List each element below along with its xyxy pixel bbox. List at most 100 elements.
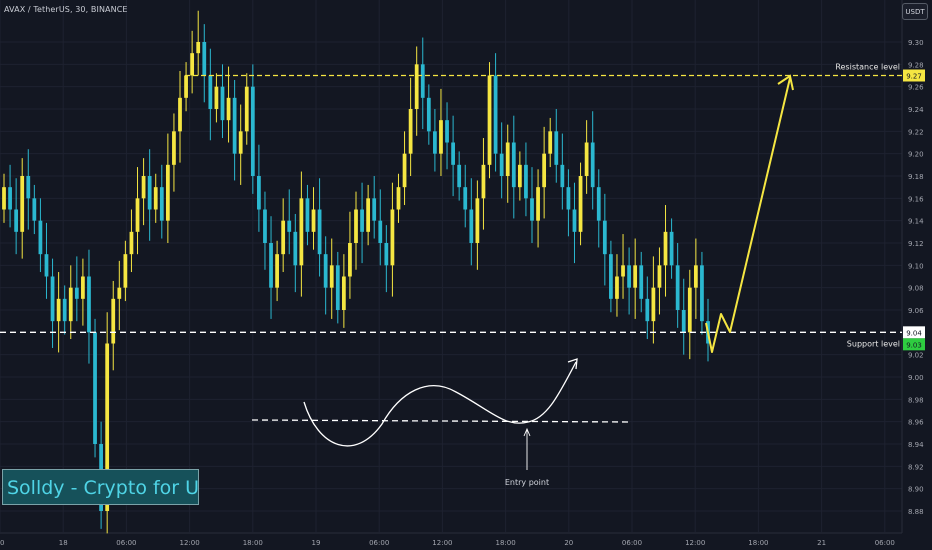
candle-body bbox=[687, 287, 692, 333]
candle-body bbox=[232, 97, 237, 154]
candle-body bbox=[20, 176, 25, 232]
resistance-label: Resistance level bbox=[835, 63, 900, 72]
candle-body bbox=[311, 209, 316, 232]
y-tick-label: 9.08 bbox=[908, 285, 924, 293]
candle-body bbox=[68, 287, 73, 322]
candle-body bbox=[536, 187, 540, 221]
candle-body bbox=[651, 287, 656, 322]
candle-body bbox=[26, 176, 31, 199]
y-tick-label: 8.88 bbox=[908, 508, 924, 516]
candle-body bbox=[451, 142, 455, 165]
candle-body bbox=[323, 254, 328, 288]
resistance-price-tag bbox=[903, 69, 925, 82]
candle-body bbox=[62, 298, 67, 322]
candle-body bbox=[293, 231, 298, 266]
candle-body bbox=[269, 243, 273, 288]
currency-badge[interactable]: USDT bbox=[902, 3, 928, 20]
candle-body bbox=[530, 198, 534, 221]
candle-body bbox=[499, 153, 504, 176]
candle-body bbox=[554, 131, 559, 165]
entry-point-label: Entry point bbox=[505, 478, 549, 487]
x-tick-label: 20 bbox=[564, 539, 573, 547]
x-tick-label: 06:00 bbox=[875, 539, 895, 547]
candle-body bbox=[511, 142, 516, 188]
y-tick-label: 9.00 bbox=[908, 374, 924, 382]
candle-body bbox=[372, 198, 377, 221]
candle-body bbox=[117, 287, 122, 299]
candle-body bbox=[257, 176, 261, 210]
candle-body bbox=[602, 220, 607, 255]
candle-body bbox=[50, 276, 55, 322]
y-tick-label: 9.14 bbox=[908, 218, 924, 226]
y-tick-label: 8.90 bbox=[908, 486, 924, 494]
candle-body bbox=[214, 86, 219, 109]
candle-body bbox=[8, 187, 12, 210]
candle-body bbox=[220, 86, 225, 121]
projection-arrow bbox=[705, 77, 791, 353]
candle-body bbox=[566, 187, 571, 210]
y-tick-label: 9.18 bbox=[908, 173, 924, 181]
current-price-tag bbox=[903, 338, 925, 351]
candle-body bbox=[2, 187, 6, 210]
candle-body bbox=[299, 198, 304, 266]
candle-body bbox=[572, 209, 577, 232]
y-tick-label: 9.24 bbox=[908, 106, 924, 114]
y-tick-label: 9.22 bbox=[908, 128, 924, 136]
candle-body bbox=[341, 276, 346, 310]
chart-header-title: AVAX / TetherUS, 30, BINANCE bbox=[4, 5, 128, 14]
candle-body bbox=[524, 164, 528, 199]
candle-body bbox=[639, 265, 644, 299]
candle-body bbox=[609, 254, 613, 299]
y-tick-label: 8.94 bbox=[908, 441, 924, 449]
candle-body bbox=[159, 187, 164, 221]
candle-body bbox=[645, 298, 650, 322]
candle-body bbox=[129, 231, 134, 255]
candle-body bbox=[305, 198, 310, 232]
candle-body bbox=[196, 42, 201, 54]
entry-dashed-line bbox=[251, 419, 633, 423]
candle-body bbox=[366, 198, 371, 232]
candle-body bbox=[596, 187, 601, 221]
candle-body bbox=[414, 64, 419, 109]
x-tick-label: 06:00 bbox=[369, 539, 389, 547]
x-tick-label: 18:00 bbox=[748, 539, 768, 547]
candle-body bbox=[202, 42, 207, 76]
candle-body bbox=[402, 153, 407, 188]
y-tick-label: 9.26 bbox=[908, 84, 924, 92]
y-tick-label: 9.28 bbox=[908, 61, 924, 69]
candle-body bbox=[457, 164, 462, 188]
candle-body bbox=[287, 220, 292, 232]
candle-body bbox=[317, 209, 322, 255]
candle-body bbox=[250, 86, 255, 176]
x-tick-label: 18 bbox=[59, 539, 68, 547]
projection-arrow-head bbox=[777, 74, 794, 91]
y-tick-label: 9.16 bbox=[908, 195, 924, 203]
candle-body bbox=[433, 131, 437, 154]
candle-body bbox=[329, 265, 334, 288]
candle-body bbox=[153, 187, 158, 210]
pattern-sketch-arrowhead bbox=[567, 358, 578, 370]
candle-body bbox=[426, 97, 431, 132]
y-tick-label: 9.02 bbox=[908, 352, 924, 360]
candle-body bbox=[238, 131, 243, 154]
watermark-logo: Solldy - Crypto for U bbox=[2, 469, 199, 505]
x-tick-label: 06:00 bbox=[116, 539, 136, 547]
candle-body bbox=[105, 343, 110, 511]
candle-body bbox=[184, 75, 188, 98]
y-tick-label: 9.20 bbox=[908, 151, 924, 159]
y-tick-label: 9.06 bbox=[908, 307, 924, 315]
candle-body bbox=[263, 209, 267, 243]
candle-body bbox=[335, 265, 340, 310]
y-tick-label: 9.10 bbox=[908, 262, 924, 270]
candle-body bbox=[439, 120, 443, 154]
candle-body bbox=[578, 176, 583, 232]
candle-body bbox=[615, 276, 619, 299]
candle-body bbox=[165, 164, 170, 221]
candle-body bbox=[396, 187, 401, 210]
y-tick-label: 9.12 bbox=[908, 240, 924, 248]
x-tick-label: 18:00 bbox=[243, 539, 263, 547]
candle-body bbox=[190, 53, 195, 76]
candle-body bbox=[141, 176, 146, 199]
